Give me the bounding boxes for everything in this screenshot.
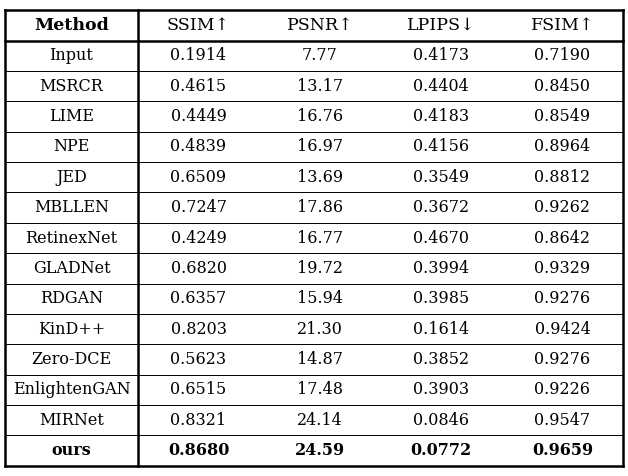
Text: 0.6820: 0.6820 (171, 260, 227, 277)
Text: 0.5623: 0.5623 (170, 351, 227, 368)
Text: 0.4183: 0.4183 (413, 108, 469, 125)
Text: Zero-DCE: Zero-DCE (31, 351, 112, 368)
Text: 0.1914: 0.1914 (170, 48, 227, 64)
Text: GLADNet: GLADNet (33, 260, 111, 277)
Text: 0.4156: 0.4156 (413, 139, 469, 156)
Text: 17.48: 17.48 (297, 381, 343, 398)
Text: MIRNet: MIRNet (39, 412, 104, 428)
Text: 0.8964: 0.8964 (534, 139, 590, 156)
Text: 0.8203: 0.8203 (171, 320, 227, 337)
Text: 0.0846: 0.0846 (413, 412, 469, 428)
Text: 0.0772: 0.0772 (411, 442, 472, 459)
Text: 0.9329: 0.9329 (534, 260, 590, 277)
Text: 0.8642: 0.8642 (534, 229, 590, 247)
Text: 0.6357: 0.6357 (170, 290, 227, 307)
Text: 0.9424: 0.9424 (534, 320, 590, 337)
Text: 0.3672: 0.3672 (413, 199, 469, 216)
Text: 0.9262: 0.9262 (534, 199, 590, 216)
Text: 0.4449: 0.4449 (171, 108, 227, 125)
Text: 21.30: 21.30 (297, 320, 343, 337)
Text: NPE: NPE (53, 139, 90, 156)
Text: 13.69: 13.69 (297, 169, 343, 186)
Text: LPIPS↓: LPIPS↓ (407, 17, 475, 34)
Text: 0.7190: 0.7190 (534, 48, 590, 64)
Text: RDGAN: RDGAN (40, 290, 103, 307)
Text: ours: ours (51, 442, 91, 459)
Text: 0.9276: 0.9276 (534, 290, 590, 307)
Text: KinD++: KinD++ (38, 320, 105, 337)
Text: RetinexNet: RetinexNet (25, 229, 117, 247)
Text: 0.6509: 0.6509 (170, 169, 227, 186)
Text: 0.3549: 0.3549 (413, 169, 469, 186)
Text: MBLLEN: MBLLEN (34, 199, 109, 216)
Text: FSIM↑: FSIM↑ (531, 17, 594, 34)
Text: 0.6515: 0.6515 (170, 381, 227, 398)
Text: JED: JED (56, 169, 87, 186)
Text: 19.72: 19.72 (297, 260, 343, 277)
Text: 13.17: 13.17 (297, 78, 343, 95)
Text: 0.9547: 0.9547 (534, 412, 590, 428)
Text: MSRCR: MSRCR (40, 78, 104, 95)
Text: EnlightenGAN: EnlightenGAN (13, 381, 130, 398)
Text: 16.77: 16.77 (297, 229, 343, 247)
Text: 0.8549: 0.8549 (534, 108, 590, 125)
Text: 7.77: 7.77 (302, 48, 338, 64)
Text: 0.8680: 0.8680 (168, 442, 229, 459)
Text: 0.4249: 0.4249 (171, 229, 227, 247)
Text: 0.9226: 0.9226 (534, 381, 590, 398)
Text: 0.9276: 0.9276 (534, 351, 590, 368)
Text: 0.3903: 0.3903 (413, 381, 469, 398)
Text: LIME: LIME (49, 108, 94, 125)
Text: 0.3994: 0.3994 (413, 260, 469, 277)
Text: 0.4173: 0.4173 (413, 48, 469, 64)
Text: 16.97: 16.97 (297, 139, 343, 156)
Text: 0.7247: 0.7247 (171, 199, 227, 216)
Text: 0.8812: 0.8812 (534, 169, 590, 186)
Text: 0.4839: 0.4839 (170, 139, 227, 156)
Text: 24.14: 24.14 (297, 412, 343, 428)
Text: 0.4615: 0.4615 (170, 78, 227, 95)
Text: 16.76: 16.76 (297, 108, 343, 125)
Text: 17.86: 17.86 (297, 199, 343, 216)
Text: 14.87: 14.87 (297, 351, 343, 368)
Text: 0.8450: 0.8450 (534, 78, 590, 95)
Text: 24.59: 24.59 (295, 442, 345, 459)
Text: 0.4404: 0.4404 (413, 78, 469, 95)
Text: 0.8321: 0.8321 (170, 412, 227, 428)
Text: 15.94: 15.94 (297, 290, 343, 307)
Text: 0.3985: 0.3985 (413, 290, 469, 307)
Text: PSNR↑: PSNR↑ (286, 17, 353, 34)
Text: 0.1614: 0.1614 (413, 320, 469, 337)
Text: Input: Input (50, 48, 94, 64)
Text: 0.9659: 0.9659 (532, 442, 593, 459)
Text: 0.4670: 0.4670 (413, 229, 469, 247)
Text: SSIM↑: SSIM↑ (167, 17, 230, 34)
Text: 0.3852: 0.3852 (413, 351, 469, 368)
Text: Method: Method (34, 17, 109, 34)
